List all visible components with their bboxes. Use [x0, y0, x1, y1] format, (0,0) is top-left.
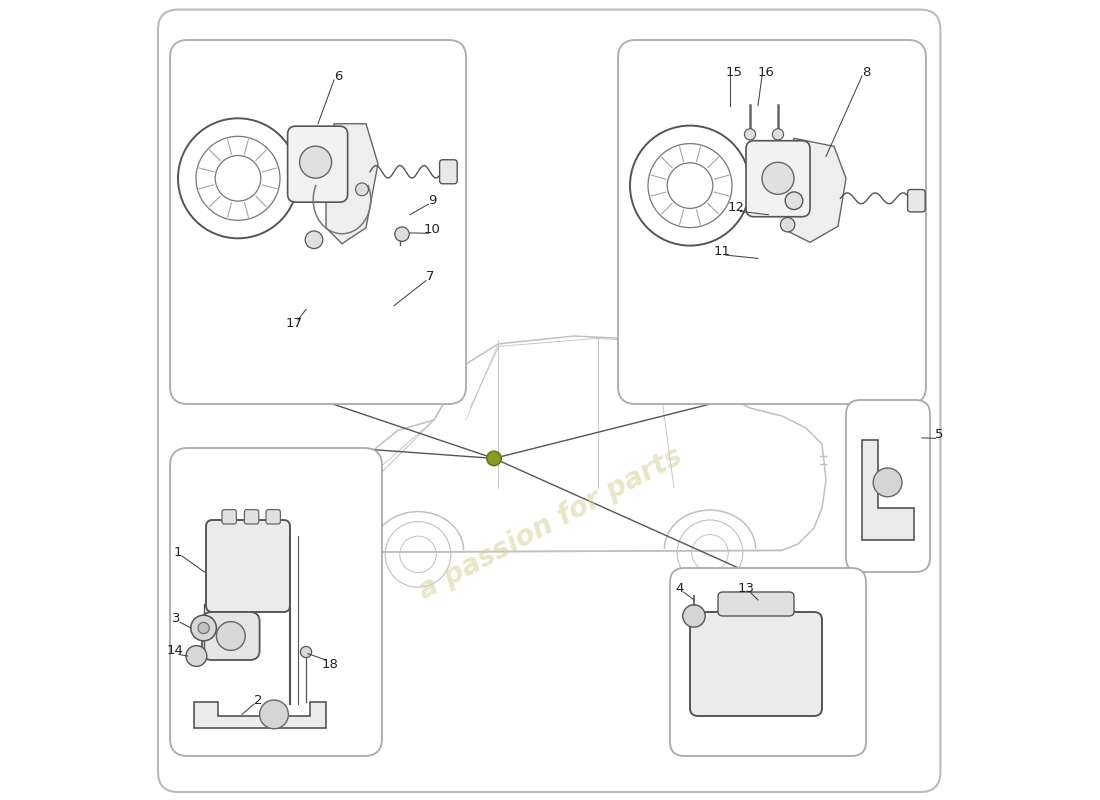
Text: 7: 7	[426, 270, 434, 283]
FancyBboxPatch shape	[202, 612, 260, 660]
Text: fuoriparts: fuoriparts	[657, 250, 923, 294]
FancyBboxPatch shape	[222, 510, 236, 524]
Text: 1: 1	[174, 546, 183, 558]
FancyBboxPatch shape	[287, 126, 348, 202]
Circle shape	[305, 231, 322, 249]
Circle shape	[198, 622, 209, 634]
Circle shape	[186, 646, 207, 666]
Text: 10: 10	[424, 222, 441, 236]
Circle shape	[299, 146, 331, 178]
Polygon shape	[862, 440, 914, 540]
Text: 8: 8	[861, 66, 870, 78]
Circle shape	[780, 218, 795, 232]
Text: 4: 4	[675, 582, 684, 594]
FancyBboxPatch shape	[440, 160, 458, 184]
FancyBboxPatch shape	[170, 448, 382, 756]
FancyBboxPatch shape	[846, 400, 929, 572]
Circle shape	[487, 451, 502, 466]
Circle shape	[190, 615, 217, 641]
Circle shape	[217, 622, 245, 650]
Text: 17: 17	[286, 318, 302, 330]
Text: 6: 6	[333, 70, 342, 82]
Text: 2: 2	[254, 694, 262, 706]
FancyBboxPatch shape	[718, 592, 794, 616]
FancyBboxPatch shape	[266, 510, 280, 524]
FancyBboxPatch shape	[170, 40, 466, 404]
Text: 16: 16	[758, 66, 774, 78]
Circle shape	[762, 162, 794, 194]
FancyBboxPatch shape	[158, 10, 940, 792]
FancyBboxPatch shape	[244, 510, 258, 524]
Circle shape	[683, 605, 705, 627]
Text: 11: 11	[714, 245, 730, 258]
FancyBboxPatch shape	[908, 190, 925, 212]
Circle shape	[355, 183, 368, 196]
Circle shape	[300, 646, 311, 658]
Circle shape	[873, 468, 902, 497]
Circle shape	[772, 129, 783, 140]
Circle shape	[785, 192, 803, 210]
Text: 14: 14	[166, 644, 184, 657]
Text: 3: 3	[172, 612, 180, 625]
Text: 13: 13	[737, 582, 755, 594]
FancyBboxPatch shape	[670, 568, 866, 756]
Circle shape	[260, 700, 288, 729]
Circle shape	[745, 129, 756, 140]
Polygon shape	[326, 124, 378, 244]
Text: 15: 15	[726, 66, 742, 78]
Polygon shape	[194, 702, 326, 728]
FancyBboxPatch shape	[690, 612, 822, 716]
Text: 9: 9	[428, 194, 437, 206]
FancyBboxPatch shape	[618, 40, 926, 404]
Text: a passion for parts: a passion for parts	[414, 442, 686, 606]
Text: 5: 5	[935, 428, 944, 441]
Text: 18: 18	[321, 658, 339, 670]
Circle shape	[395, 227, 409, 242]
FancyBboxPatch shape	[206, 520, 290, 612]
FancyBboxPatch shape	[746, 141, 810, 217]
Text: 12: 12	[728, 201, 745, 214]
Polygon shape	[786, 138, 846, 242]
